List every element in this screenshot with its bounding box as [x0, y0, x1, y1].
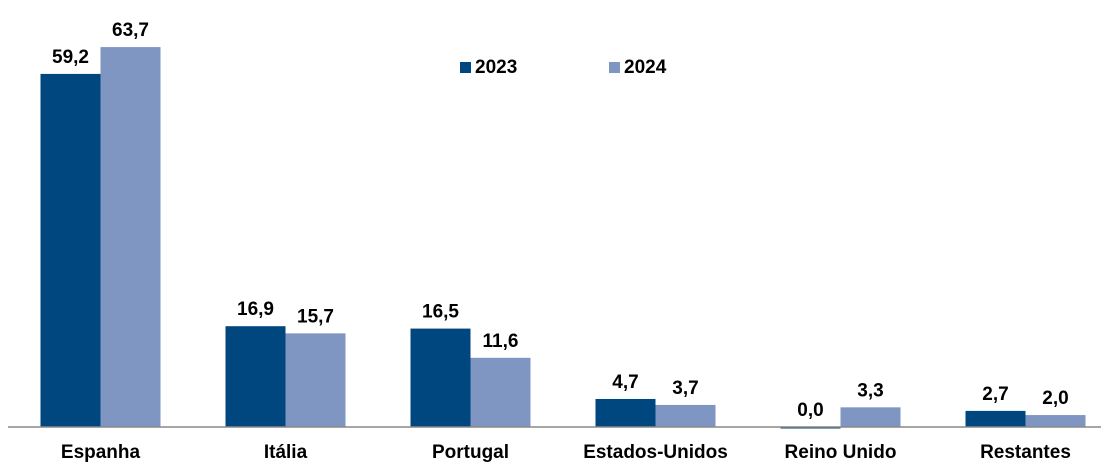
bar	[1025, 415, 1086, 427]
legend-label: 2024	[624, 57, 667, 78]
data-label: 3,3	[857, 380, 883, 401]
bar	[285, 333, 346, 427]
data-label: 2,7	[982, 384, 1008, 405]
bar	[655, 404, 716, 427]
bar	[470, 357, 531, 427]
x-tick-label: Portugal	[432, 442, 509, 463]
x-tick-label: Espanha	[61, 442, 141, 463]
legend-swatch	[460, 62, 471, 73]
data-label: 4,7	[612, 372, 638, 393]
data-label: 11,6	[483, 331, 519, 352]
x-tick-label: Itália	[264, 442, 308, 463]
data-label: 3,7	[672, 378, 698, 399]
data-label: 16,9	[237, 299, 274, 320]
x-tick-label: Restantes	[980, 442, 1071, 463]
data-label: 63,7	[112, 20, 149, 41]
bar	[595, 398, 656, 427]
data-label: 15,7	[297, 306, 334, 327]
bar	[225, 326, 286, 427]
x-tick-label: Reino Unido	[785, 442, 897, 463]
data-label: 2,0	[1042, 388, 1068, 409]
data-label: 16,5	[422, 302, 459, 323]
bar	[410, 328, 471, 427]
x-tick-label: Estados-Unidos	[583, 442, 728, 463]
bar	[100, 47, 161, 427]
bar	[965, 410, 1026, 427]
bar	[840, 407, 901, 427]
data-label: 59,2	[52, 47, 89, 68]
legend-label: 2023	[475, 57, 517, 78]
data-label: 0,0	[797, 400, 823, 421]
legend-swatch	[609, 62, 620, 73]
bar	[40, 73, 101, 428]
